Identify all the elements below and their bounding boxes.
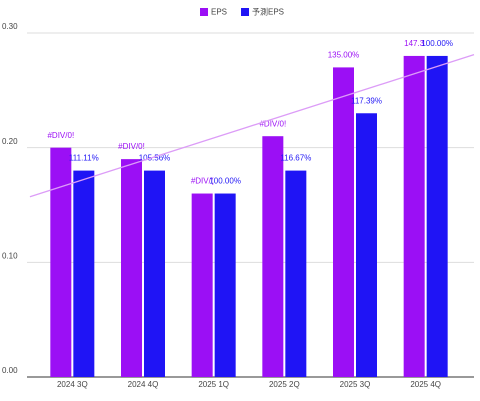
value-label: 135.00%	[328, 51, 360, 60]
x-tick-label: 2024 3Q	[57, 380, 88, 389]
value-label: 116.67%	[280, 154, 311, 163]
value-label: #DIV/0!	[118, 142, 145, 151]
bar	[333, 67, 354, 378]
y-tick-label: 0.10	[2, 251, 18, 260]
value-label: 111.11%	[69, 154, 99, 163]
y-tick-label: 0.00	[2, 366, 18, 375]
bar	[214, 193, 236, 377]
x-tick-label: 2024 4Q	[128, 380, 159, 389]
bar	[403, 55, 425, 377]
value-label: 105.56%	[139, 154, 171, 163]
legend-label: EPS	[211, 8, 227, 17]
bar	[285, 170, 307, 377]
bar	[50, 147, 72, 377]
value-label: 100.00%	[209, 177, 241, 186]
x-tick-label: 2025 2Q	[269, 380, 300, 389]
x-tick-label: 2025 4Q	[410, 380, 441, 389]
legend-swatch	[200, 8, 208, 16]
y-tick-label: 0.30	[2, 22, 18, 31]
value-label: 147.3	[404, 39, 425, 48]
value-label: 117.39%	[351, 96, 382, 105]
y-tick-label: 0.20	[2, 137, 18, 146]
value-label: #DIV/0!	[259, 119, 286, 128]
value-label: #DIV/(	[191, 177, 214, 186]
bar	[73, 170, 95, 377]
legend-swatch	[241, 8, 250, 16]
bar	[121, 159, 142, 377]
value-label: #DIV/0!	[47, 131, 74, 140]
value-label: 100.00%	[421, 39, 453, 48]
bar	[144, 170, 165, 377]
x-tick-label: 2025 3Q	[340, 380, 371, 389]
bar	[426, 55, 448, 377]
x-tick-label: 2025 1Q	[198, 380, 229, 389]
bar	[191, 193, 213, 377]
bar	[262, 136, 284, 377]
bar	[356, 113, 377, 378]
trend-line	[29, 54, 475, 198]
legend-label: 予測EPS	[252, 7, 284, 17]
